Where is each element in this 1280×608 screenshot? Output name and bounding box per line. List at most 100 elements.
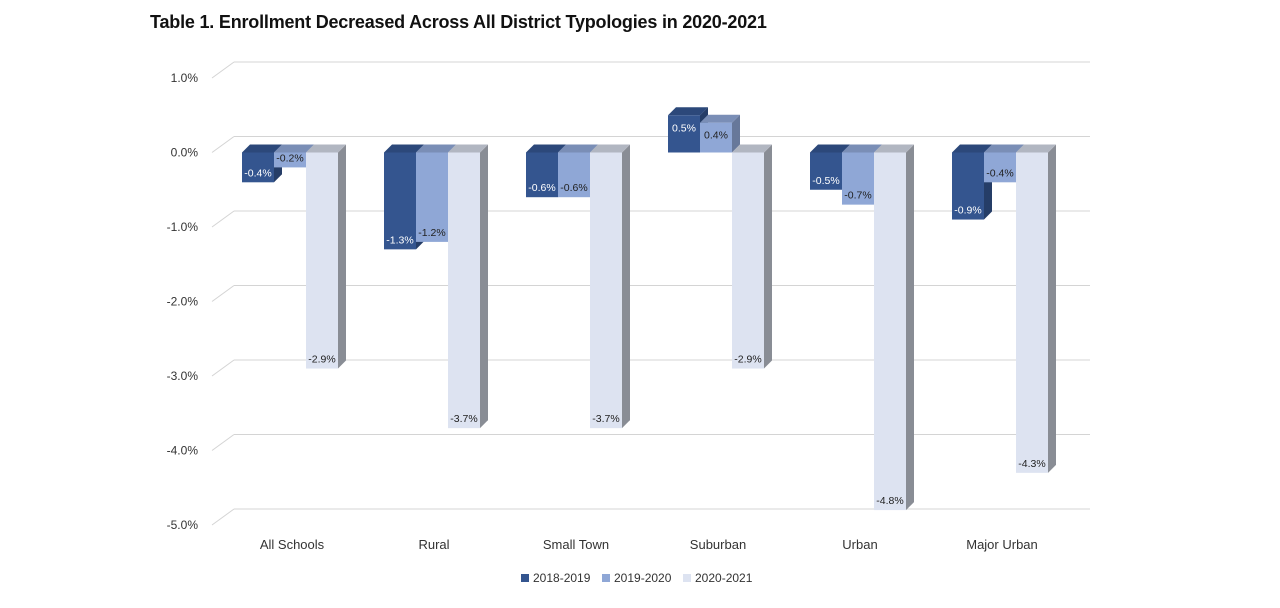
bar xyxy=(448,152,480,429)
bar-2020-2021 xyxy=(1016,144,1056,473)
bar xyxy=(526,152,558,198)
category-label: All Schools xyxy=(260,537,325,552)
bar-2019-2020 xyxy=(700,114,740,153)
bar-top xyxy=(416,144,456,153)
data-label: -3.7% xyxy=(450,413,477,425)
bar xyxy=(558,152,590,198)
data-label: -0.6% xyxy=(528,182,555,194)
legend-label: 2019-2020 xyxy=(614,571,672,585)
legend-swatch xyxy=(602,574,610,582)
gridline-diagonal xyxy=(211,434,235,451)
bar-top xyxy=(306,144,346,153)
data-label: -0.4% xyxy=(244,167,271,179)
data-label: -4.8% xyxy=(876,495,903,507)
x-axis: All Schools Rural Small Town Suburban Urban M… xyxy=(260,537,1038,552)
category-group xyxy=(384,144,488,429)
bar-top xyxy=(874,144,914,153)
bar-side xyxy=(338,144,346,369)
legend-item: 2019-2020 xyxy=(602,571,672,585)
bar xyxy=(700,122,732,153)
data-label: -0.7% xyxy=(844,190,871,202)
data-label: -4.3% xyxy=(1018,458,1045,470)
data-label: -0.9% xyxy=(954,205,981,217)
bar xyxy=(590,152,622,429)
bar-2020-2021 xyxy=(306,144,346,369)
chart-title: Table 1. Enrollment Decreased Across All… xyxy=(150,12,767,32)
data-label: -1.3% xyxy=(386,234,413,246)
y-tick-label: -4.0% xyxy=(167,444,199,458)
bar-top xyxy=(732,144,772,153)
bar-side xyxy=(480,144,488,429)
bar-top xyxy=(810,144,850,153)
bar-top xyxy=(668,107,708,116)
y-tick-label: -2.0% xyxy=(167,295,199,309)
data-label: 0.4% xyxy=(704,130,728,142)
category-group xyxy=(952,144,1056,473)
category-label: Suburban xyxy=(690,537,746,552)
data-label: 0.5% xyxy=(672,122,696,134)
category-group xyxy=(668,107,772,369)
gridline-diagonal xyxy=(211,508,235,526)
bar-2020-2021 xyxy=(732,144,772,369)
bar xyxy=(842,152,874,205)
legend-swatch xyxy=(683,574,691,582)
bar xyxy=(1016,152,1048,473)
bar xyxy=(384,152,416,250)
bar xyxy=(306,152,338,369)
bar-top xyxy=(242,144,282,153)
y-tick-label: -1.0% xyxy=(167,220,199,234)
bar-top xyxy=(274,144,314,153)
bar-2020-2021 xyxy=(874,144,914,511)
gridline-diagonal xyxy=(211,285,235,302)
bar xyxy=(810,152,842,190)
legend-label: 2018-2019 xyxy=(533,571,591,585)
bar xyxy=(242,152,274,183)
bar xyxy=(732,152,764,369)
y-tick-label: 1.0% xyxy=(171,71,199,85)
bar-top xyxy=(700,114,740,123)
data-label: -1.2% xyxy=(418,227,445,239)
legend-swatch xyxy=(521,574,529,582)
bar xyxy=(874,152,906,511)
bar-top xyxy=(558,144,598,153)
category-label: Small Town xyxy=(543,537,609,552)
category-label: Urban xyxy=(842,537,877,552)
bar-2020-2021 xyxy=(590,144,630,429)
bar-top xyxy=(1016,144,1056,153)
legend-item: 2018-2019 xyxy=(521,571,591,585)
category-group xyxy=(242,144,346,369)
data-label: -2.9% xyxy=(308,354,335,366)
gridline-diagonal xyxy=(211,210,235,228)
bar-side xyxy=(906,144,914,511)
bar-2020-2021 xyxy=(448,144,488,429)
y-tick-label: -3.0% xyxy=(167,369,199,383)
bars xyxy=(242,107,1056,511)
bar-top xyxy=(590,144,630,153)
category-group xyxy=(526,144,630,429)
data-label: -0.2% xyxy=(276,152,303,164)
y-tick-label: 0.0% xyxy=(171,146,199,160)
legend: 2018-2019 2019-2020 2020-2021 xyxy=(521,571,753,585)
data-label: -0.4% xyxy=(986,167,1013,179)
bar-top xyxy=(952,144,992,153)
y-tick-label: -5.0% xyxy=(167,518,199,532)
bar-top xyxy=(842,144,882,153)
gridlines xyxy=(211,61,1090,526)
data-label: -2.9% xyxy=(734,354,761,366)
bar-top xyxy=(984,144,1024,153)
bar-side xyxy=(764,144,772,369)
data-label: -0.5% xyxy=(812,175,839,187)
bar-side xyxy=(732,114,740,153)
legend-item: 2020-2021 xyxy=(683,571,753,585)
gridline-diagonal xyxy=(211,136,235,153)
bar-top xyxy=(448,144,488,153)
category-label: Rural xyxy=(418,537,449,552)
legend-label: 2020-2021 xyxy=(695,571,753,585)
bar-side xyxy=(622,144,630,429)
bar xyxy=(668,115,700,153)
bar-top xyxy=(526,144,566,153)
data-labels: -0.4% -0.2% -2.9% -1.3% -1.2% -3.7% -0.6% -0.6%… xyxy=(244,122,1045,507)
y-axis: 1.0% 0.0% -1.0% -2.0% -3.0% -4.0% -5.0% xyxy=(167,71,199,532)
gridline-diagonal xyxy=(211,61,235,79)
